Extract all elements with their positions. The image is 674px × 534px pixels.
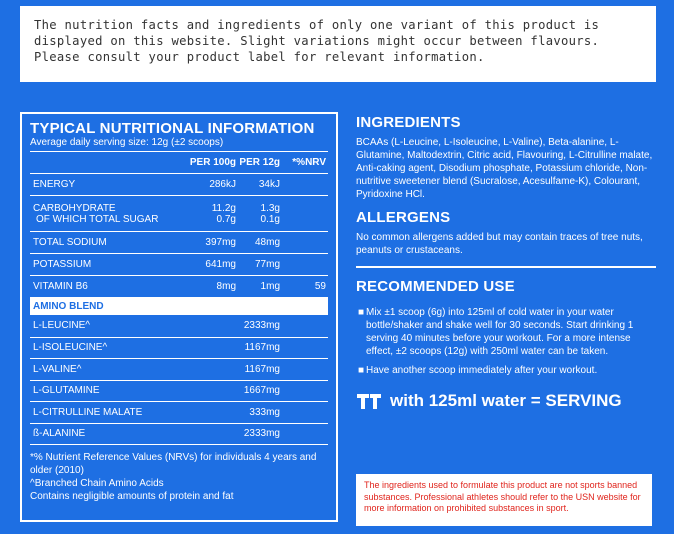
header-per-100g: PER 100g [189,157,236,168]
bullet-icon: ■ [358,307,365,318]
amino-list: L-LEUCINE^ 2333mg L-ISOLEUCINE^ 1167mg L… [30,315,328,445]
footnote: ^Branched Chain Amino Acids [30,478,164,489]
serving-size: Average daily serving size: 12g (±2 scoo… [30,137,224,148]
amino-row: L-VALINE^ 1167mg [30,358,328,380]
footnote: Contains negligible amounts of protein a… [30,491,234,502]
amino-row: L-CITRULLINE MALATE 333mg [30,401,328,423]
banned-substances-warning: The ingredients used to formulate this p… [356,474,652,526]
amino-row: L-ISOLEUCINE^ 1167mg [30,336,328,359]
header-per-12g: PER 12g [239,157,280,168]
recommended-use-title: RECOMMENDED USE [356,278,515,295]
serving-instruction: with 125ml water = SERVING [356,391,656,411]
info-column: INGREDIENTS BCAAs (L-Leucine, L-Isoleuci… [356,114,656,411]
amino-row: ß-ALANINE 2333mg [30,422,328,445]
table-row: POTASSIUM 641mg 77mg [30,253,328,275]
footnote: *% Nutrient Reference Values (NRVs) for … [30,452,317,476]
table-row: ENERGY 286kJ 34kJ [30,173,328,195]
nutrition-table: PER 100g PER 12g *%NRV ENERGY 286kJ 34kJ… [30,151,328,445]
table-row: TOTAL SODIUM 397mg 48mg [30,231,328,253]
amino-row: L-GLUTAMINE 1667mg [30,379,328,402]
allergens-title: ALLERGENS [356,209,451,226]
table-row: CARBOHYDRATE OF WHICH TOTAL SUGAR 11.2g … [30,195,328,231]
usage-bullets: ■ Mix ±1 scoop (6g) into 125ml of cold w… [356,306,656,377]
disclaimer-notice: The nutrition facts and ingredients of o… [20,6,656,82]
section-divider [356,266,656,268]
ingredients-title: INGREDIENTS [356,114,461,131]
footnotes: *% Nutrient Reference Values (NRVs) for … [30,451,328,503]
list-item: ■ Have another scoop immediately after y… [358,365,598,376]
nutrition-panel: TYPICAL NUTRITIONAL INFORMATION Average … [20,112,338,522]
header-nrv: *%NRV [292,157,326,168]
notice-line: The nutrition facts and ingredients of o… [34,18,600,32]
notice-line: displayed on this website. Slight variat… [34,34,600,48]
allergens-text: No common allergens added but may contai… [356,232,643,256]
brand-logo-icon [356,391,382,411]
notice-line: Please consult your product label for re… [34,50,485,64]
amino-blend-header: AMINO BLEND [30,297,328,315]
table-header: PER 100g PER 12g *%NRV [30,151,328,173]
nutrition-title: TYPICAL NUTRITIONAL INFORMATION [30,120,315,137]
table-row: VITAMIN B6 8mg 1mg 59 [30,275,328,297]
bullet-icon: ■ [358,365,365,376]
serving-text: with 125ml water = SERVING [390,391,622,410]
list-item: ■ Mix ±1 scoop (6g) into 125ml of cold w… [358,307,634,357]
amino-row: L-LEUCINE^ 2333mg [33,320,280,332]
ingredients-text: BCAAs (L-Leucine, L-Isoleucine, L-Valine… [356,137,653,200]
